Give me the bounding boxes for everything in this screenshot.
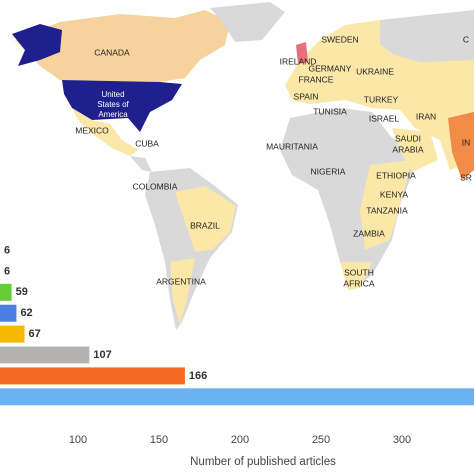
bar (0, 367, 185, 385)
country-label: COLOMBIA (133, 181, 178, 191)
bar-value-label: 67 (29, 328, 41, 340)
country-label: IRAN (416, 111, 436, 121)
country-label: CUBA (135, 138, 159, 148)
land-alaska (12, 24, 62, 66)
country-label: CANADA (94, 47, 130, 57)
x-tick-label: 150 (150, 434, 168, 446)
country-label: TUNISIA (313, 106, 347, 116)
bar-value-label: 107 (93, 349, 111, 361)
map-shapes (12, 2, 474, 330)
land-central-america (130, 156, 152, 172)
land-russia (380, 10, 474, 62)
bar (0, 325, 25, 343)
bar (0, 283, 12, 301)
bar-value-label: 59 (16, 286, 28, 298)
country-label: SWEDEN (321, 34, 358, 44)
country-label: IRELAND (280, 56, 317, 66)
country-label: IN (462, 137, 471, 147)
country-label: America (98, 110, 128, 119)
country-label: GERMANY (309, 63, 352, 73)
country-label: MAURITANIA (266, 141, 318, 151)
x-tick-label: 100 (69, 434, 87, 446)
country-label: SAUDI (395, 133, 421, 143)
country-label: ARABIA (392, 144, 424, 154)
land-arabia (392, 128, 438, 172)
land-north-america (15, 10, 230, 82)
bar-value-label: 6 (4, 244, 10, 256)
country-label: UKRAINE (356, 66, 394, 76)
country-label: AFRICA (343, 278, 375, 288)
country-label: FRANCE (299, 74, 334, 84)
country-label: ISRAEL (369, 113, 400, 123)
country-label: SOUTH (344, 267, 374, 277)
bar (0, 388, 474, 406)
country-label: SPAIN (294, 91, 319, 101)
land-east-africa (360, 160, 412, 250)
land-india (448, 112, 474, 180)
land-mexico (72, 108, 138, 156)
country-label: ZAMBIA (353, 228, 385, 238)
country-label: NIGERIA (311, 166, 346, 176)
bar-value-label: 62 (20, 307, 32, 319)
x-axis-title: Number of published articles (190, 456, 336, 468)
x-tick-label: 200 (231, 434, 249, 446)
country-label: ARGENTINA (156, 276, 206, 286)
country-label: MEXICO (75, 125, 109, 135)
bar-value-label: 6 (4, 265, 10, 277)
land-uk (296, 42, 308, 64)
country-label: C (463, 34, 469, 44)
bar (0, 304, 17, 322)
country-label: States of (97, 100, 129, 109)
bar-value-label: 166 (189, 370, 207, 382)
land-south-africa (340, 262, 372, 290)
land-africa (280, 108, 420, 290)
country-label: TURKEY (364, 94, 399, 104)
country-label: TANZANIA (366, 205, 408, 215)
country-label: KENYA (380, 189, 409, 199)
land-brazil (175, 186, 236, 252)
bar (0, 346, 90, 364)
country-label: United (101, 90, 124, 99)
x-tick-label: 250 (312, 434, 330, 446)
land-argentina (170, 258, 195, 325)
land-usa (62, 80, 182, 132)
country-label: BRAZIL (190, 220, 220, 230)
country-label: ETHIOPIA (376, 170, 416, 180)
x-tick-label: 300 (393, 434, 411, 446)
land-greenland (210, 2, 285, 42)
country-label: SR (460, 172, 472, 182)
